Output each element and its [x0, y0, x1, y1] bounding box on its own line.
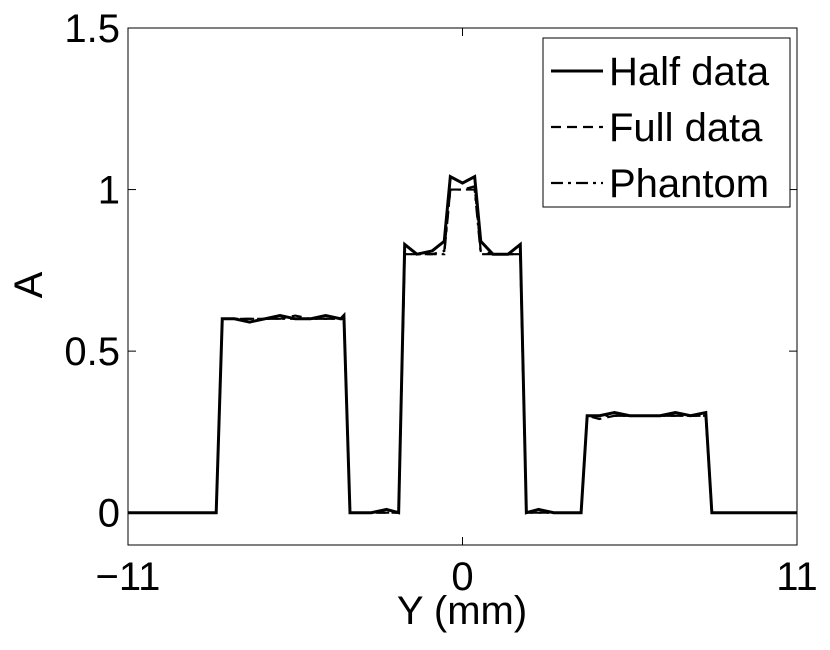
legend-label: Full data [609, 106, 763, 150]
x-tick-label: 0 [451, 555, 473, 599]
y-tick-label: 0.5 [64, 330, 120, 374]
legend-label: Half data [609, 50, 770, 94]
plot-frame [127, 27, 798, 546]
y-tick-label: 0 [98, 492, 120, 536]
legend-label: Phantom [609, 162, 769, 206]
x-tick-label: −11 [96, 555, 161, 599]
y-axis-label: A [7, 271, 51, 298]
x-tick-label: 11 [776, 555, 818, 599]
x-axis-label: Y (mm) [397, 589, 527, 633]
data-line [128, 188, 797, 514]
y-tick-label: 1 [98, 169, 120, 213]
legend-box [542, 37, 791, 208]
y-tick-label: 1.5 [64, 7, 120, 51]
